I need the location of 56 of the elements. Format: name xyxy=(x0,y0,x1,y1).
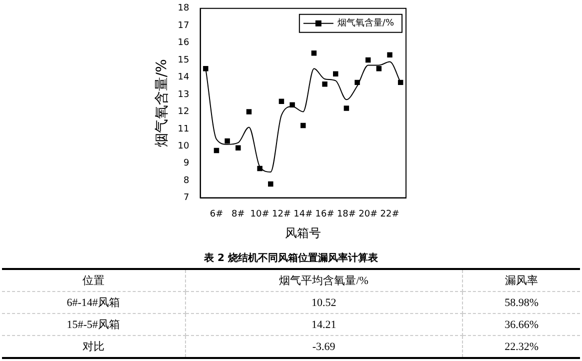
text: 22.32% xyxy=(462,336,580,358)
y-tick-label: 8 xyxy=(184,176,190,186)
text: 表 2 烧结机不同风箱位置漏风率计算表 xyxy=(203,251,379,265)
point xyxy=(300,122,306,128)
point xyxy=(332,71,338,76)
point xyxy=(246,109,252,114)
text: 14.21 xyxy=(185,314,463,336)
text: 位置 xyxy=(2,269,186,292)
text: 对比 xyxy=(2,336,186,358)
y-tick-label: 16 xyxy=(178,38,190,48)
point xyxy=(257,166,262,172)
x-tick-label: 8# xyxy=(232,210,245,220)
x-tick-label: 10# xyxy=(250,210,270,220)
point xyxy=(214,148,220,154)
y-tick-label: 14 xyxy=(178,72,190,83)
point xyxy=(203,66,208,72)
point xyxy=(268,181,274,187)
point xyxy=(354,80,360,86)
x-tick-label: 16# xyxy=(315,210,334,220)
point xyxy=(365,57,371,63)
text: 6#-14#风箱 xyxy=(2,292,186,314)
point xyxy=(224,138,230,144)
y-tick-label: 15 xyxy=(178,55,190,66)
x-tick-label: 22# xyxy=(380,210,400,220)
text: 15#-5#风箱 xyxy=(2,314,186,336)
point xyxy=(290,102,295,108)
x-tick-label: 20# xyxy=(358,210,378,220)
text: 10.52 xyxy=(185,292,463,314)
y-axis-title: 烟气氧含量/% xyxy=(154,59,170,148)
y-tick-label: 11 xyxy=(178,124,190,134)
point xyxy=(278,98,284,104)
x-tick-label: 12# xyxy=(272,210,291,220)
y-tick-label: 10 xyxy=(178,141,190,152)
text: 58.98% xyxy=(462,292,580,314)
x-tick-label: 6# xyxy=(210,210,224,220)
x-tick-label: 18# xyxy=(336,210,356,220)
point xyxy=(376,66,382,72)
x-tick-label: 14# xyxy=(294,210,313,220)
point xyxy=(236,145,241,150)
text: 烟气平均含氧量/% xyxy=(185,269,463,292)
y-tick-label: 17 xyxy=(178,20,190,31)
y-tick-label: 18 xyxy=(178,4,190,14)
y-tick-label: 7 xyxy=(184,193,190,204)
point xyxy=(398,80,404,86)
point xyxy=(344,106,350,111)
point xyxy=(322,82,328,87)
point xyxy=(387,52,392,58)
legend-label: 烟气氧含量/% xyxy=(337,18,394,29)
y-tick-label: 9 xyxy=(184,158,190,169)
y-tick-label: 12 xyxy=(178,107,190,118)
text: 漏风率 xyxy=(462,269,580,292)
x-axis-title: 风箱号 xyxy=(285,226,322,240)
point xyxy=(311,50,317,56)
text: 36.66% xyxy=(462,314,580,336)
y-tick-label: 13 xyxy=(178,90,190,100)
text: -3.69 xyxy=(185,336,463,358)
